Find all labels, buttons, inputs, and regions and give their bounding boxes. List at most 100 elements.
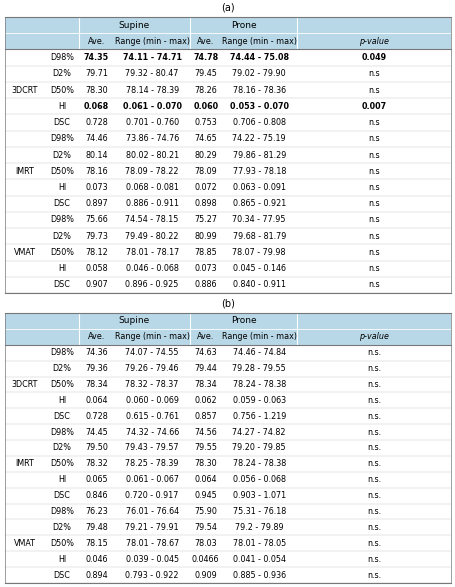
Text: 75.66: 75.66	[85, 215, 107, 224]
Text: D2%: D2%	[52, 364, 71, 373]
Bar	[5, 82, 450, 98]
Text: 79.26 - 79.46: 79.26 - 79.46	[125, 364, 178, 373]
Text: n.s: n.s	[368, 215, 379, 224]
Text: 0.056 - 0.068: 0.056 - 0.068	[232, 475, 285, 484]
Text: n.s: n.s	[368, 248, 379, 257]
Text: n.s: n.s	[368, 69, 379, 78]
Text: (b): (b)	[221, 298, 234, 308]
Text: 3DCRT: 3DCRT	[12, 380, 38, 389]
Text: n.s.: n.s.	[366, 571, 380, 579]
Text: 0.865 - 0.921: 0.865 - 0.921	[232, 199, 285, 208]
Text: 0.062: 0.062	[194, 396, 217, 405]
Text: n.s.: n.s.	[366, 523, 380, 532]
Text: 0.072: 0.072	[194, 183, 217, 192]
Text: n.s.: n.s.	[366, 475, 380, 484]
Text: n.s.: n.s.	[366, 507, 380, 516]
Text: 78.24 - 78.38: 78.24 - 78.38	[232, 380, 285, 389]
Text: 0.059 - 0.063: 0.059 - 0.063	[232, 396, 285, 405]
Text: D2%: D2%	[52, 232, 71, 241]
Text: D98%: D98%	[50, 348, 74, 357]
Text: 0.060: 0.060	[193, 102, 218, 111]
Text: D2%: D2%	[52, 444, 71, 453]
Text: 79.49 - 80.22: 79.49 - 80.22	[125, 232, 178, 241]
Text: 79.50: 79.50	[85, 444, 108, 453]
Text: 73.86 - 74.76: 73.86 - 74.76	[125, 134, 178, 143]
Text: DSC: DSC	[53, 571, 70, 579]
Text: 79.71: 79.71	[85, 69, 108, 78]
Text: 0.840 - 0.911: 0.840 - 0.911	[232, 281, 285, 289]
Text: 80.29: 80.29	[194, 150, 217, 160]
Text: HI: HI	[58, 264, 66, 273]
Text: 79.86 - 81.29: 79.86 - 81.29	[232, 150, 285, 160]
Text: 0.857: 0.857	[194, 411, 217, 421]
Bar	[5, 313, 450, 329]
Bar	[5, 504, 450, 519]
Bar	[5, 228, 450, 244]
Bar	[5, 131, 450, 147]
Text: 0.068 - 0.081: 0.068 - 0.081	[126, 183, 178, 192]
Text: 0.793 - 0.922: 0.793 - 0.922	[125, 571, 178, 579]
Text: 0.909: 0.909	[194, 571, 217, 579]
Text: 3DCRT: 3DCRT	[12, 86, 38, 95]
Text: D2%: D2%	[52, 69, 71, 78]
Text: 0.060 - 0.069: 0.060 - 0.069	[126, 396, 178, 405]
Text: 74.65: 74.65	[194, 134, 217, 143]
Text: n.s.: n.s.	[366, 380, 380, 389]
Text: 74.45: 74.45	[85, 427, 107, 437]
Text: 0.701 - 0.760: 0.701 - 0.760	[125, 118, 178, 127]
Bar	[5, 456, 450, 472]
Bar	[5, 147, 450, 163]
Text: D50%: D50%	[50, 248, 74, 257]
Text: p-value: p-value	[359, 332, 388, 341]
Text: IMRT: IMRT	[15, 460, 35, 468]
Text: DSC: DSC	[53, 199, 70, 208]
Text: Ave.: Ave.	[197, 332, 214, 341]
Text: D98%: D98%	[50, 215, 74, 224]
Text: 0.061 - 0.070: 0.061 - 0.070	[122, 102, 181, 111]
Text: 79.32 - 80.47: 79.32 - 80.47	[125, 69, 178, 78]
Text: 78.32: 78.32	[85, 460, 107, 468]
Bar	[5, 440, 450, 456]
Text: 0.886 - 0.911: 0.886 - 0.911	[126, 199, 178, 208]
Text: Ave.: Ave.	[88, 332, 105, 341]
Text: 0.064: 0.064	[85, 396, 107, 405]
Bar	[5, 519, 450, 535]
Text: D50%: D50%	[50, 380, 74, 389]
Text: 77.93 - 78.18: 77.93 - 78.18	[232, 167, 285, 176]
Text: 75.90: 75.90	[194, 507, 217, 516]
Text: D98%: D98%	[50, 427, 74, 437]
Text: DSC: DSC	[53, 118, 70, 127]
Text: 76.01 - 76.64: 76.01 - 76.64	[125, 507, 178, 516]
Bar	[5, 424, 450, 440]
Text: 0.886: 0.886	[194, 281, 217, 289]
Text: D50%: D50%	[50, 167, 74, 176]
Text: VMAT: VMAT	[14, 539, 36, 548]
Text: 74.44 - 75.08: 74.44 - 75.08	[229, 53, 288, 62]
Text: 79.21 - 79.91: 79.21 - 79.91	[125, 523, 179, 532]
Text: 0.728: 0.728	[85, 118, 107, 127]
Text: 0.706 - 0.808: 0.706 - 0.808	[232, 118, 285, 127]
Text: 79.02 - 79.90: 79.02 - 79.90	[232, 69, 285, 78]
Text: D98%: D98%	[50, 134, 74, 143]
Text: 78.25 - 78.39: 78.25 - 78.39	[125, 460, 178, 468]
Text: n.s: n.s	[368, 86, 379, 95]
Text: 74.46: 74.46	[85, 134, 107, 143]
Text: 78.16: 78.16	[85, 167, 107, 176]
Text: 74.56: 74.56	[194, 427, 217, 437]
Text: 74.78: 74.78	[192, 53, 218, 62]
Bar	[5, 244, 450, 261]
Text: Prone: Prone	[230, 316, 256, 325]
Text: 79.48: 79.48	[85, 523, 107, 532]
Bar	[5, 98, 450, 114]
Bar	[5, 49, 450, 66]
Text: 0.073: 0.073	[194, 264, 217, 273]
Text: 74.46 - 74.84: 74.46 - 74.84	[232, 348, 285, 357]
Text: 79.45: 79.45	[194, 69, 217, 78]
Text: n.s.: n.s.	[366, 348, 380, 357]
Text: 0.007: 0.007	[361, 102, 386, 111]
Bar	[5, 261, 450, 276]
Text: 0.894: 0.894	[85, 571, 107, 579]
Text: 78.16 - 78.36: 78.16 - 78.36	[232, 86, 285, 95]
Text: 78.14 - 78.39: 78.14 - 78.39	[125, 86, 178, 95]
Text: 74.27 - 74.82: 74.27 - 74.82	[232, 427, 285, 437]
